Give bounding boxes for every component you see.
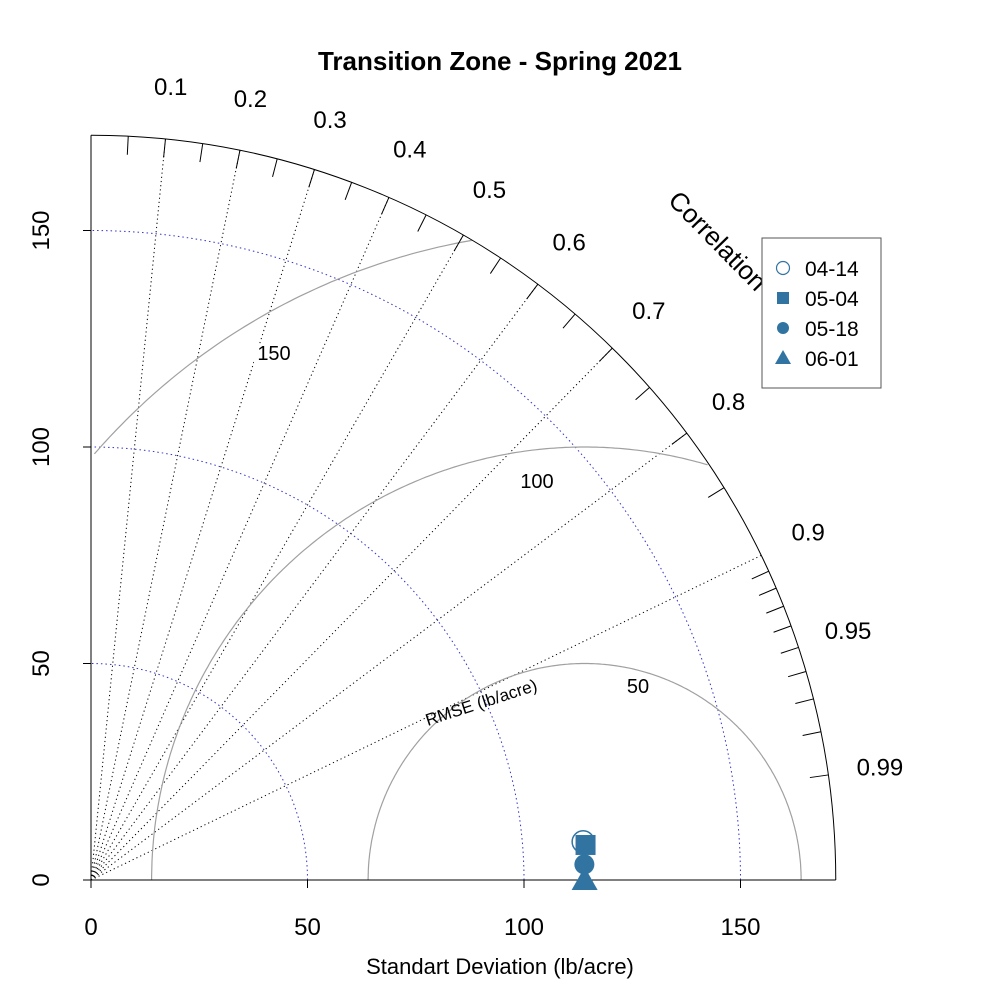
correlation-axis-title: Correlation [663,185,773,297]
correlation-tick-0.92 [758,587,777,596]
correlation-label-0.99: 0.99 [857,755,904,782]
correlation-tick-0.25 [272,158,278,178]
correlation-label-0.1: 0.1 [154,74,187,101]
marker-layer [571,830,598,890]
legend-label-05-18: 05-18 [805,318,859,341]
correlation-tick-0.7 [598,347,613,362]
legend-label-04-14: 04-14 [805,258,859,281]
chart-title: Transition Zone - Spring 2021 [318,46,682,76]
rmse-label-bg-50 [618,677,658,699]
legend-marker-06-01 [775,350,791,364]
correlation-line-0.3 [90,169,315,881]
correlation-tick-0.99 [809,774,829,779]
grid-layer [90,138,802,881]
legend-label-05-04: 05-04 [805,288,859,311]
marker-06-01 [571,867,598,890]
rmse-contour-50 [367,662,802,880]
correlation-tick-0.98 [802,731,821,736]
correlation-tick-0.85 [707,487,725,498]
correlation-line-0.4 [90,197,390,881]
rmse-axis-title: RMSE (lb/acre) [423,676,539,730]
y-tick-label-100: 100 [28,427,55,467]
sd-arc-150 [90,230,741,881]
correlation-tick-0.8 [671,432,688,445]
x-tick-label-100: 100 [504,914,544,941]
correlation-tick-0.45 [417,214,427,232]
correlation-label-0.95: 0.95 [825,618,872,645]
correlation-arc [90,134,837,881]
rmse-label-bg-100 [517,472,557,494]
correlation-tick-0.65 [562,313,576,329]
correlation-tick-0.95 [780,646,799,654]
correlation-tick-0.35 [344,182,353,200]
correlation-tick-0.96 [787,670,807,678]
correlation-tick-0.05 [126,136,129,155]
correlation-line-0.6 [90,283,539,881]
correlation-tick-0.97 [795,698,814,704]
legend-label-06-01: 06-01 [805,348,859,371]
correlation-line-0.5 [90,234,464,881]
correlation-tick-0.55 [489,257,502,274]
correlation-tick-0.94 [773,625,792,633]
correlation-label-0.9: 0.9 [792,520,825,547]
rmse-label-100: 100 [520,471,553,493]
x-axis-title: Standart Deviation (lb/acre) [366,954,634,979]
correlation-label-0.4: 0.4 [393,137,426,164]
marker-05-04 [575,834,596,855]
y-tick-label-0: 0 [28,873,55,886]
correlation-tick-0.6 [526,283,539,300]
correlation-line-0.8 [90,432,688,881]
marker-05-18 [574,854,595,875]
correlation-label-0.3: 0.3 [313,107,346,134]
correlation-label-0.5: 0.5 [473,177,506,204]
correlation-tick-0.4 [380,197,390,215]
rmse-label-bg-150 [254,344,294,366]
correlation-tick-0.93 [766,605,784,614]
correlation-tick-0.5 [453,234,464,252]
correlation-label-0.2: 0.2 [234,86,267,113]
rmse-contour-100 [151,446,708,880]
x-tick-label-150: 150 [720,914,760,941]
legend-marker-05-18 [777,322,789,334]
rmse-label-50: 50 [627,676,649,698]
rmse-label-150: 150 [257,343,290,365]
correlation-tick-0.2 [235,150,241,169]
correlation-line-0.1 [90,138,166,881]
y-tick-label-50: 50 [28,650,55,677]
correlation-tick-0.75 [635,387,650,401]
correlation-label-0.8: 0.8 [712,389,745,416]
y-tick-label-150: 150 [28,210,55,250]
correlation-label-0.7: 0.7 [632,298,665,325]
correlation-tick-0.91 [751,570,769,580]
legend-marker-04-14 [775,260,791,276]
sd-arc-50 [90,663,308,881]
correlation-tick-0.1 [163,138,166,158]
x-tick-label-0: 0 [84,914,97,941]
correlation-label-0.6: 0.6 [552,229,585,256]
legend: 04-14 05-04 05-18 06-01 [761,237,882,389]
legend-marker-05-04 [777,292,789,304]
correlation-tick-0.15 [199,143,204,163]
x-tick-label-50: 50 [294,914,321,941]
rmse-contour-150 [93,239,472,455]
correlation-tick-0.3 [308,169,315,188]
